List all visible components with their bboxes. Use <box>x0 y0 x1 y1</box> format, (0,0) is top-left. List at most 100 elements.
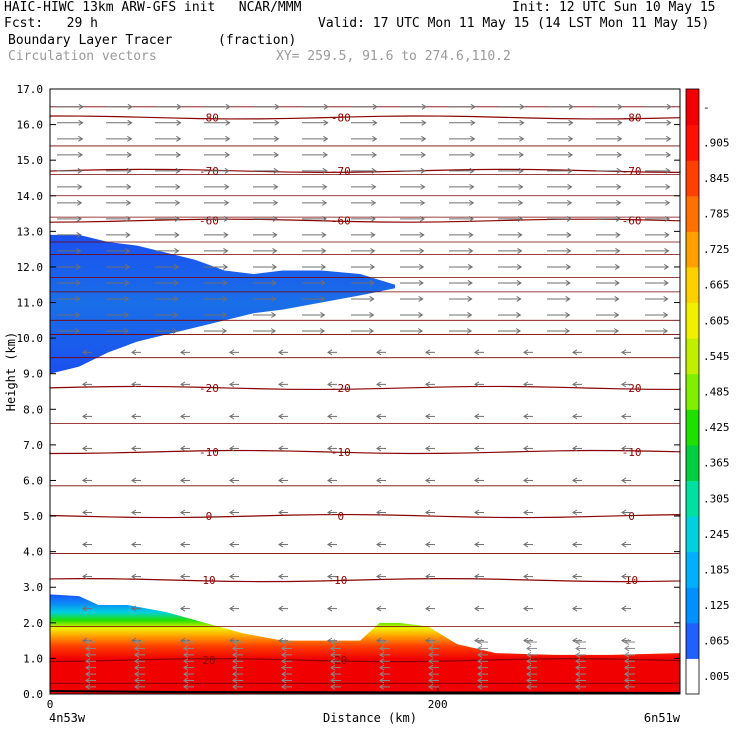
wind-vector-easterly-head <box>425 477 431 484</box>
wind-vector-westerly-head <box>271 296 277 302</box>
wind-vector-easterly-head <box>523 477 529 484</box>
wind-vector-westerly-head <box>225 103 231 110</box>
wind-vector-westerly-head <box>616 151 623 158</box>
y-tick-label: 5.0 <box>23 510 43 523</box>
wind-vector-easterly-head <box>327 541 333 548</box>
wind-vector-westerly-head <box>565 264 572 270</box>
wind-vector-westerly-head <box>272 215 278 222</box>
y-tick-label: 10.0 <box>17 332 44 345</box>
wind-vector-westerly-head <box>663 312 669 318</box>
isotherm-label: 10 <box>334 574 347 587</box>
wind-vector-boundary-layer-head <box>134 683 140 690</box>
wind-vector-westerly-head <box>321 231 327 238</box>
wind-vector-westerly-head <box>663 280 669 286</box>
isotherm-label: -80 <box>199 111 219 124</box>
wind-vector-easterly-head <box>229 509 235 516</box>
colorbar-swatch <box>686 302 699 339</box>
wind-vector-boundary-layer-head <box>134 677 140 684</box>
wind-vector-westerly-head <box>222 264 229 270</box>
wind-vector-easterly-head <box>376 445 382 452</box>
wind-vector-boundary-layer-head <box>526 671 532 677</box>
wind-vector-westerly-head <box>419 215 425 222</box>
isotherm-label: -60 <box>199 215 219 228</box>
y-tick-label: 9.0 <box>23 368 43 381</box>
wind-vector-boundary-layer-head <box>232 677 238 684</box>
wind-vector-boundary-layer-head <box>232 651 238 658</box>
wind-vector-westerly-head <box>566 231 572 238</box>
wind-vector-boundary-layer-head <box>85 671 91 677</box>
wind-vector-boundary-layer-head <box>379 639 385 645</box>
wind-vector-westerly-head <box>517 248 523 254</box>
wind-vector-easterly-head <box>474 509 480 516</box>
wind-vector-westerly-head <box>518 183 524 190</box>
wind-vector-westerly-head <box>420 151 427 158</box>
wind-vector-westerly-head <box>568 135 574 142</box>
wind-vector-boundary-layer-head <box>281 664 287 671</box>
wind-vector-westerly-head <box>175 183 181 190</box>
wind-vector-westerly-head <box>271 280 277 286</box>
wind-vector-westerly-head <box>370 215 376 222</box>
y-tick-label: 1.0 <box>23 652 43 665</box>
wind-vector-easterly-head <box>376 509 382 516</box>
wind-vector-westerly-head <box>617 135 623 142</box>
wind-vector-westerly-head <box>419 248 425 254</box>
wind-vector-westerly-head <box>371 151 378 158</box>
wind-vector-westerly-head <box>519 119 525 126</box>
isotherm-label: -60 <box>622 215 642 228</box>
x-tick-label: 200 <box>428 698 448 711</box>
isotherm-label: -10 <box>199 446 219 459</box>
colorbar-label: .485 <box>703 386 730 399</box>
isotherm-label: -60 <box>331 215 351 228</box>
wind-vector-boundary-layer-head <box>183 645 189 652</box>
y-tick-label: 17.0 <box>17 83 44 96</box>
colorbar-label: .065 <box>703 635 730 648</box>
wind-vector-westerly-head <box>616 199 622 206</box>
wind-vector-westerly-head <box>567 183 573 190</box>
wind-vector-westerly-head <box>518 151 525 158</box>
colorbar-swatch <box>686 551 699 588</box>
wind-vector-westerly-head <box>615 231 621 238</box>
colorbar-swatch <box>686 231 699 268</box>
wind-vector-westerly-head <box>665 151 672 158</box>
wind-vector-easterly-head <box>278 413 284 420</box>
wind-vector-easterly-head <box>523 541 529 548</box>
wind-vector-boundary-layer-head <box>281 639 287 645</box>
wind-vector-boundary-layer-head <box>624 651 630 658</box>
wind-vector-easterly-head <box>523 413 529 420</box>
wind-vector-westerly-head <box>124 280 130 286</box>
colorbar-label: .545 <box>703 350 730 363</box>
wind-vector-boundary-layer-head <box>477 651 483 658</box>
colorbar-label: .605 <box>703 314 730 327</box>
wind-vector-westerly-head <box>74 328 81 334</box>
colorbar-swatch <box>686 124 699 161</box>
wind-vector-westerly-head <box>421 119 427 126</box>
wind-vector-boundary-layer-head <box>526 677 532 684</box>
wind-vector-boundary-layer-head <box>134 658 140 665</box>
wind-vector-westerly-head <box>665 183 671 190</box>
wind-vector-easterly-head <box>229 541 235 548</box>
wind-vector-easterly-head <box>572 541 578 548</box>
wind-vector-easterly-head <box>131 413 137 420</box>
colorbar-swatch <box>686 622 699 659</box>
wind-vector-easterly-head <box>131 509 137 516</box>
wind-vector-westerly-head <box>518 199 524 206</box>
wind-vector-westerly-head <box>369 264 376 270</box>
wind-vector-westerly-head <box>566 215 572 222</box>
wind-vector-easterly-head <box>327 605 333 612</box>
colorbar-swatch <box>686 338 699 375</box>
wind-vector-westerly-head <box>469 167 475 174</box>
wind-vector-easterly-head <box>229 349 235 356</box>
wind-vector-boundary-layer-head <box>477 658 483 665</box>
wind-vector-easterly-head <box>180 573 186 580</box>
wind-vector-easterly-head <box>229 381 235 388</box>
wind-vector-westerly-head <box>418 296 424 302</box>
wind-vector-boundary-layer-head <box>330 683 336 690</box>
wind-vector-westerly-head <box>616 183 622 190</box>
wind-vector-westerly-head <box>272 231 278 238</box>
wind-vector-westerly-head <box>224 199 230 206</box>
wind-vector-boundary-layer-head <box>575 671 581 677</box>
wind-vector-easterly-head <box>425 445 431 452</box>
wind-vector-westerly-head <box>617 119 623 126</box>
wind-vector-westerly-head <box>468 231 474 238</box>
wind-vector-westerly-head <box>272 248 278 254</box>
